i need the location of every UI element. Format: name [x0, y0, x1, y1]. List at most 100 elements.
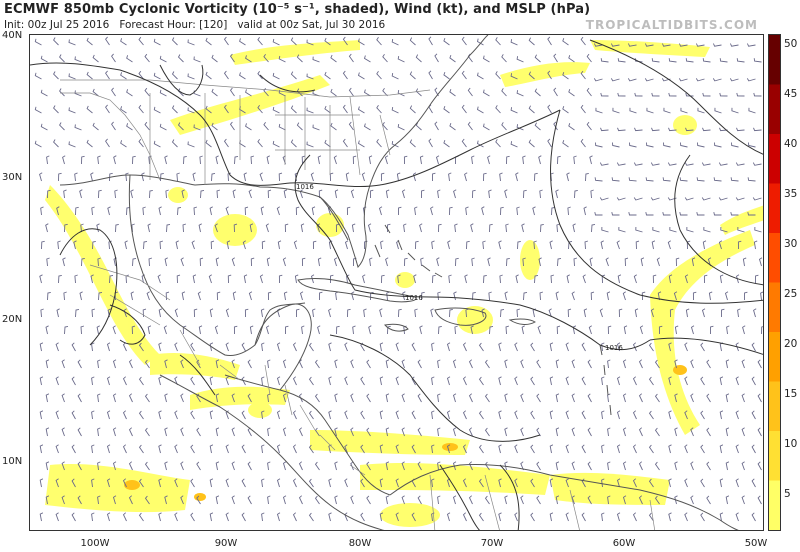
wind-barb — [53, 139, 59, 148]
wind-barb — [735, 274, 740, 284]
vort-blob — [673, 115, 697, 135]
wind-barb — [553, 87, 558, 97]
wind-barb — [668, 478, 672, 488]
wind-barb — [735, 197, 745, 201]
map-panel[interactable]: 1016 1016 1016 — [29, 34, 764, 531]
wind-barb — [174, 342, 178, 352]
map-canvas[interactable]: 1016 1016 1016 — [30, 35, 764, 531]
wind-barb — [601, 478, 605, 488]
wind-barb — [308, 376, 314, 386]
wind-barb — [528, 71, 535, 80]
wind-barb — [174, 376, 178, 386]
wind-barb — [534, 172, 538, 182]
wind-barb — [700, 444, 705, 454]
wind-barb — [409, 71, 416, 80]
wind-barb — [607, 393, 611, 403]
wind-barb — [737, 226, 745, 233]
wind-barb — [417, 393, 422, 403]
wind-barb — [488, 189, 492, 199]
wind-barb — [106, 410, 111, 420]
wind-barb — [225, 478, 229, 488]
wind-barb — [47, 189, 51, 199]
wind-barb — [495, 37, 501, 46]
wind-barb — [719, 92, 728, 97]
wind-barb — [453, 291, 457, 301]
wind-barb — [516, 206, 520, 216]
wind-barb — [68, 39, 76, 46]
wind-barb — [581, 478, 586, 488]
wind-barb — [523, 189, 527, 199]
wind-barb — [656, 257, 660, 267]
wind-barb — [391, 39, 399, 46]
wind-barb — [55, 512, 59, 522]
vort-blob — [500, 62, 590, 87]
wind-barb — [536, 359, 541, 369]
wind-barb — [366, 359, 371, 369]
lon-label-70w: 70W — [480, 538, 504, 549]
wind-barb — [138, 410, 144, 420]
wind-barb — [380, 240, 384, 250]
wind-barb — [719, 274, 724, 284]
wind-barb — [247, 393, 252, 403]
wind-barb — [414, 206, 418, 216]
wind-barb — [385, 427, 390, 437]
wind-barb — [282, 257, 287, 267]
wind-barb — [164, 393, 168, 403]
vort-core — [673, 365, 687, 375]
wind-barb — [651, 127, 660, 132]
wind-barb — [209, 512, 214, 522]
wind-barb — [580, 138, 586, 148]
wind-barb — [452, 427, 457, 437]
wind-barb — [482, 55, 490, 63]
wind-barb — [249, 223, 254, 233]
wind-barb — [379, 376, 384, 386]
wind-barb — [276, 342, 281, 352]
wind-barb — [360, 410, 365, 420]
wind-barb — [645, 177, 654, 182]
wind-barb — [328, 240, 333, 250]
wind-barb — [276, 444, 281, 454]
wind-barb — [128, 427, 133, 437]
wind-barb — [122, 376, 127, 386]
central-america-pacific — [159, 374, 385, 530]
wind-barb — [735, 478, 739, 488]
wind-barb — [622, 359, 627, 369]
wind-barb — [684, 478, 688, 488]
wind-barb — [741, 427, 745, 437]
wind-barb — [292, 478, 297, 488]
wind-barb — [61, 427, 65, 437]
wind-barb — [607, 325, 612, 335]
wind-barb — [415, 54, 422, 63]
wind-barb — [437, 393, 441, 403]
wind-barb — [45, 393, 50, 403]
wind-barb — [109, 172, 113, 182]
wind-barb — [126, 89, 133, 97]
vort-blob — [45, 463, 190, 513]
wind-barb — [610, 43, 620, 47]
wind-barb — [292, 376, 297, 386]
wind-barb — [504, 495, 508, 505]
wind-barb — [86, 105, 93, 114]
wind-barb — [122, 512, 127, 522]
wind-barb — [379, 478, 384, 488]
wind-barb — [41, 240, 45, 250]
vort-blob — [230, 40, 360, 65]
wind-barb — [482, 89, 490, 97]
wind-barb — [568, 123, 575, 131]
wind-barb — [547, 70, 552, 80]
wind-barb — [138, 478, 144, 488]
wind-barb — [77, 461, 82, 471]
lon-label-80w: 80W — [348, 538, 372, 549]
wind-barb — [652, 226, 660, 233]
wind-barb — [208, 274, 212, 284]
wind-barb — [79, 291, 83, 301]
wind-barb — [74, 274, 78, 284]
wind-barb — [419, 223, 423, 233]
wind-barb — [443, 105, 450, 114]
wind-barb — [344, 342, 348, 352]
wind-barb — [225, 512, 229, 522]
wind-barb — [616, 197, 626, 201]
wind-barb — [159, 240, 164, 250]
wind-barb — [241, 410, 246, 420]
wind-barb — [675, 257, 680, 267]
